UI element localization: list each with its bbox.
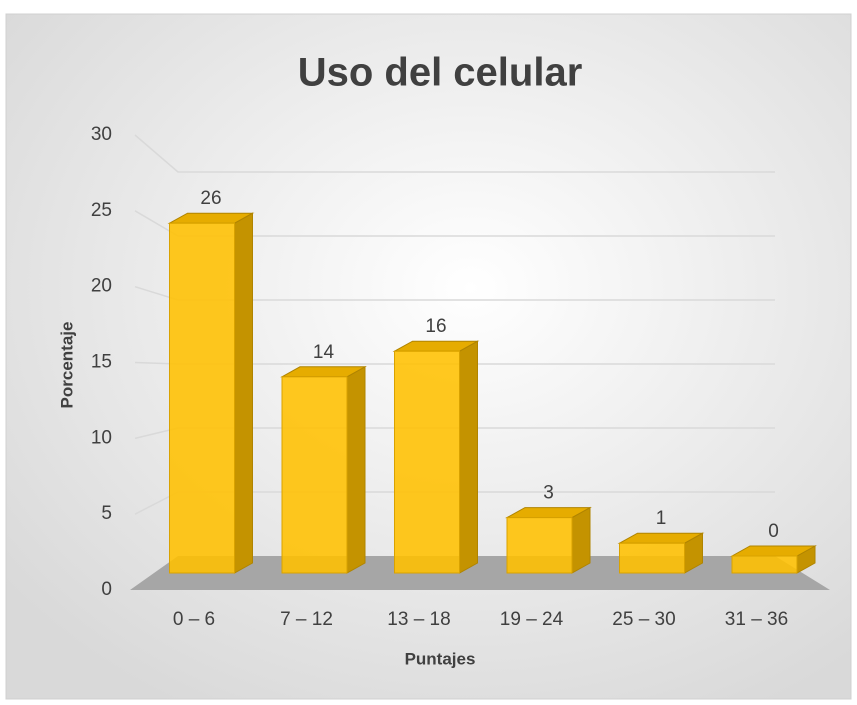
chart-title: Uso del celular: [298, 51, 583, 95]
x-tick-label: 13 – 18: [387, 609, 450, 630]
data-label: 16: [425, 316, 446, 337]
y-tick-label: 10: [91, 427, 112, 448]
bar-front: [394, 350, 460, 574]
bar-front: [169, 222, 235, 574]
data-label: 14: [313, 342, 335, 363]
x-tick-label: 31 – 36: [725, 609, 788, 630]
bar-front: [506, 517, 573, 574]
bar: [505, 506, 592, 574]
y-tick-label: 20: [91, 276, 112, 297]
y-tick-label: 25: [91, 200, 112, 221]
bar-side: [346, 365, 366, 574]
x-tick-label: 25 – 30: [612, 609, 675, 630]
y-tick-label: 30: [91, 124, 112, 145]
bar: [617, 532, 705, 574]
y-tick-label: 5: [101, 503, 112, 524]
x-tick-label: 7 – 12: [280, 609, 333, 630]
y-tick-label: 15: [91, 352, 112, 373]
bar-front: [281, 376, 348, 574]
y-axis-title: Porcentaje: [57, 322, 76, 409]
x-tick-label: 0 – 6: [173, 609, 215, 630]
bar-side: [459, 340, 478, 574]
grid-line: [134, 134, 775, 173]
data-label: 0: [768, 521, 779, 542]
bar: [730, 545, 817, 574]
x-axis-title: Puntajes: [405, 649, 476, 668]
bar-side: [571, 506, 591, 574]
bar: [392, 340, 480, 574]
bar-side: [234, 212, 253, 574]
bar-front: [731, 555, 798, 574]
bar: [167, 212, 255, 574]
bar-front: [619, 542, 685, 574]
data-label: 3: [543, 483, 554, 504]
y-tick-label: 0: [101, 579, 112, 600]
bar: [280, 365, 367, 574]
data-label: 26: [200, 188, 221, 209]
data-label: 1: [656, 508, 667, 529]
x-tick-label: 19 – 24: [500, 609, 564, 630]
